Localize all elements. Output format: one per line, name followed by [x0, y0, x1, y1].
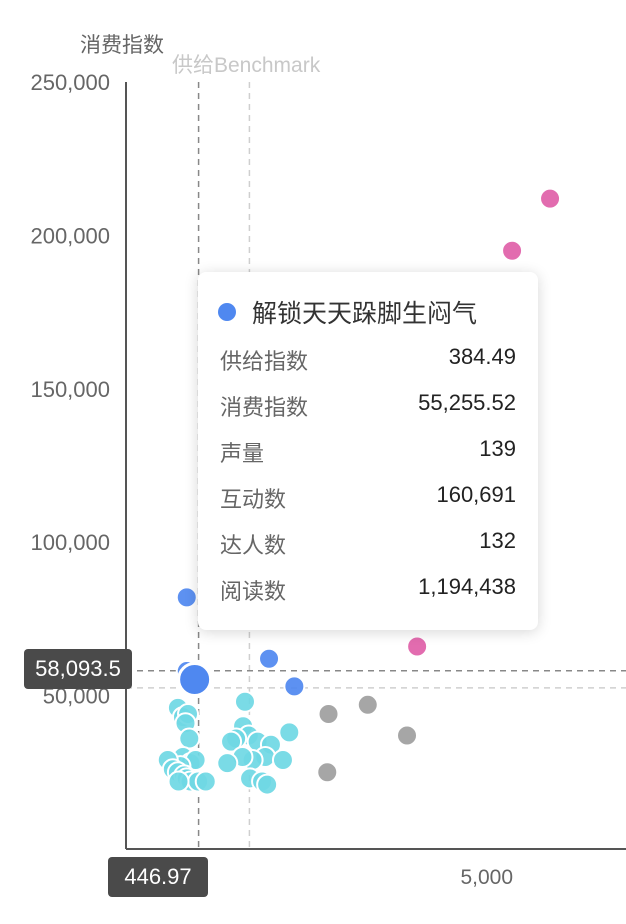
data-point — [356, 693, 379, 716]
tooltip: 解锁天天跺脚生闷气 供给指数 384.49 消费指数 55,255.52 声量 … — [198, 272, 538, 630]
tooltip-row-label: 消费指数 — [220, 395, 309, 420]
y-tick-label: 100,000 — [30, 530, 110, 555]
tooltip-row-label: 互动数 — [220, 487, 287, 512]
tooltip-title: 解锁天天跺脚生闷气 — [252, 300, 478, 328]
x-crosshair-badge: 446.97 — [108, 857, 208, 897]
tooltip-row: 达人数 132 — [220, 528, 516, 560]
data-point — [175, 586, 198, 609]
tooltip-row-label: 供给指数 — [220, 349, 309, 374]
data-point — [220, 730, 243, 753]
data-point — [278, 721, 301, 744]
benchmark-label: 供给Benchmark — [172, 54, 321, 77]
y-tick-label: 250,000 — [30, 70, 110, 95]
highlighted-point — [177, 661, 213, 697]
tooltip-row-value: 160,691 — [436, 482, 516, 507]
tooltip-row-label: 声量 — [220, 441, 265, 466]
data-point — [216, 752, 239, 775]
data-point — [194, 770, 217, 793]
tooltip-row-value: 55,255.52 — [418, 390, 516, 415]
tooltip-row-value: 139 — [479, 436, 516, 461]
y-tick-label: 200,000 — [30, 223, 110, 248]
data-point — [317, 703, 340, 726]
tooltip-row: 互动数 160,691 — [220, 482, 516, 514]
data-point — [283, 675, 306, 698]
series-dot-icon — [218, 303, 236, 321]
data-point — [539, 187, 562, 210]
data-point — [256, 773, 279, 796]
y-crosshair-badge: 58,093.5 — [24, 649, 132, 689]
tooltip-row-label: 达人数 — [220, 533, 287, 558]
data-point — [167, 770, 190, 793]
data-point — [396, 724, 419, 747]
tooltip-row: 阅读数 1,194,438 — [220, 574, 516, 606]
data-point — [316, 761, 339, 784]
y-axis-title: 消费指数 — [80, 34, 164, 57]
tooltip-row-value: 1,194,438 — [418, 574, 516, 599]
tooltip-header: 解锁天天跺脚生闷气 — [218, 294, 477, 330]
tooltip-row-label: 阅读数 — [220, 579, 287, 604]
tooltip-row: 声量 139 — [220, 436, 516, 468]
tooltip-row-value: 132 — [479, 528, 516, 553]
tooltip-row: 供给指数 384.49 — [220, 344, 516, 376]
tooltip-row: 消费指数 55,255.52 — [220, 390, 516, 422]
data-point — [501, 239, 524, 262]
data-point — [271, 749, 294, 772]
data-point — [406, 635, 429, 658]
x-tick-label: 5,000 — [460, 866, 513, 889]
data-point — [258, 647, 281, 670]
tooltip-row-value: 384.49 — [448, 344, 516, 369]
data-point — [178, 727, 201, 750]
data-point — [233, 690, 256, 713]
y-tick-label: 150,000 — [30, 377, 110, 402]
